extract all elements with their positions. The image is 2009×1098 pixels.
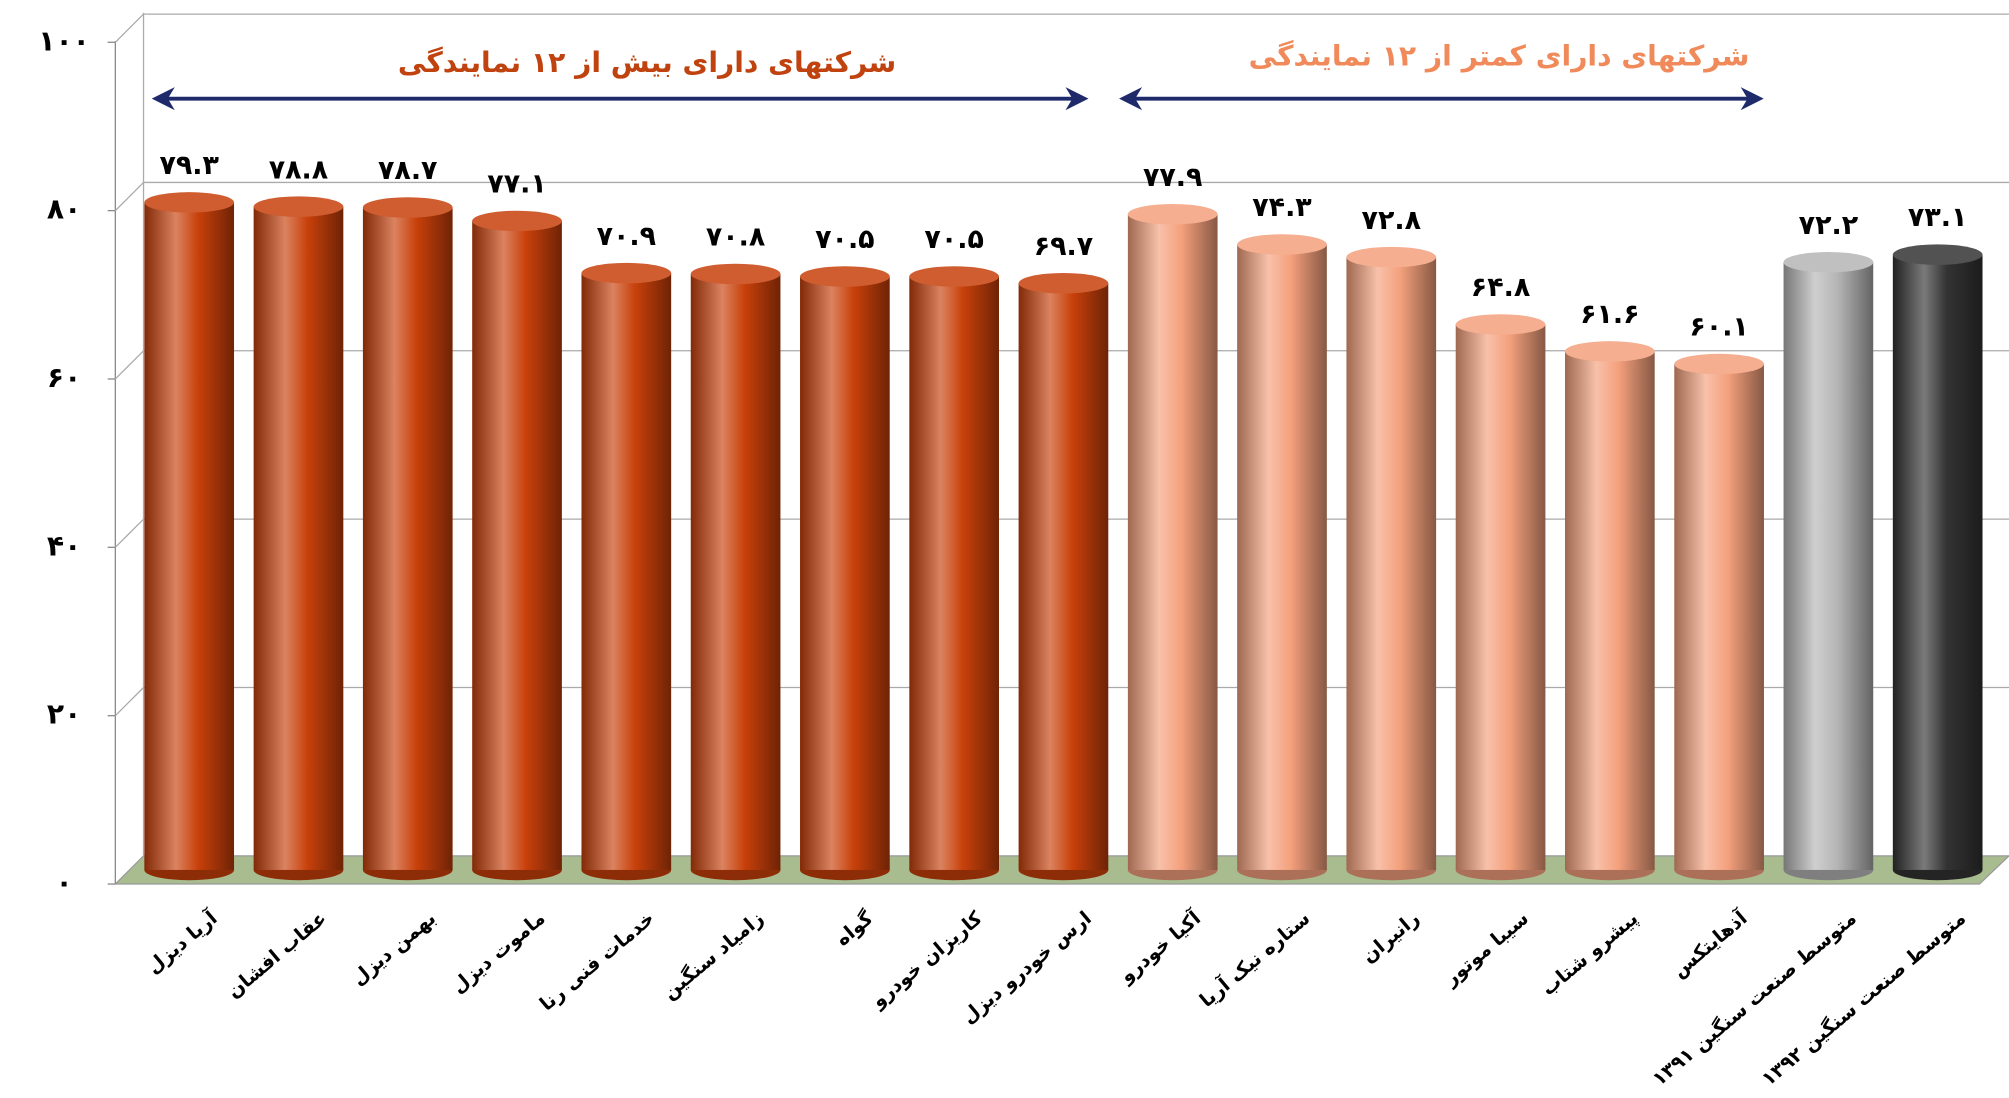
bar-cap: [1018, 272, 1109, 294]
value-label: ۷۰.۹: [597, 221, 656, 252]
bar-cap: [1783, 251, 1874, 273]
bar: [1674, 364, 1764, 870]
bar: [1892, 254, 1983, 870]
group-title: شرکتهای دارای کمتر از ۱۲ نمایندگی: [1249, 40, 1750, 73]
y-tick-label: ۶۰: [47, 361, 81, 394]
value-label: ۷۸.۷: [378, 155, 438, 186]
bar-cap: [581, 262, 672, 284]
value-label: ۷۸.۸: [269, 154, 329, 185]
bar-cap: [1892, 244, 1983, 265]
x-tick-label: گواه: [831, 906, 878, 951]
value-label: ۶۴.۸: [1471, 272, 1531, 303]
value-label: ۷۷.۹: [1143, 162, 1202, 193]
value-label: ۷۲.۸: [1362, 205, 1422, 236]
bar-cap: [690, 263, 781, 285]
grid-line: [114, 181, 144, 212]
y-tick-label: ۴۰: [47, 529, 81, 562]
x-tick-label: متوسط صنعت سنگین ۱۳۹۱: [1648, 906, 1861, 1090]
value-label: ۶۰.۱: [1689, 312, 1748, 343]
bar-cap: [1237, 234, 1327, 255]
bar-cap: [253, 196, 344, 217]
x-tick-label: عقاب افشان: [222, 906, 331, 1002]
bar-cap: [1346, 246, 1437, 268]
bar: [1237, 244, 1327, 870]
bar: [1018, 283, 1109, 870]
value-label: ۶۱.۶: [1580, 299, 1639, 330]
x-tick-label: ماموت دیزل: [447, 906, 550, 997]
grid-line: [114, 13, 144, 43]
bar: [581, 273, 672, 870]
bar: [909, 276, 999, 870]
value-label: ۷۷.۱: [487, 169, 546, 200]
bar-cap: [1127, 203, 1218, 225]
bar-cap: [1674, 353, 1764, 375]
x-tick-label: پیشرو شتاب: [1537, 906, 1642, 1000]
bar: [362, 207, 453, 870]
value-label: ۷۰.۵: [815, 224, 874, 255]
grid-line: [114, 518, 144, 548]
value-label: ۶۹.۷: [1034, 231, 1094, 262]
value-label: ۷۰.۵: [924, 224, 983, 255]
bar-cap: [472, 210, 562, 232]
x-tick-label: سیبا موتور: [1439, 906, 1533, 990]
bar-cap: [800, 266, 890, 287]
value-label: ۷۰.۸: [706, 222, 766, 253]
bar: [253, 206, 344, 870]
value-label: ۷۹.۳: [159, 150, 219, 181]
bar: [1783, 262, 1874, 870]
x-tick-label: آکیا خودرو: [1114, 905, 1206, 987]
x-tick-label: آریا دیزل: [141, 905, 221, 978]
x-tick-label: کاریزان خودرو: [866, 906, 987, 1013]
group-title: شرکتهای دارای بیش از ۱۲ نمایندگی: [398, 46, 896, 79]
bar-cap: [1455, 314, 1546, 335]
bar-cap: [909, 266, 999, 287]
value-label: ۷۳.۱: [1908, 202, 1967, 233]
y-tick-label: ۸۰: [47, 193, 81, 226]
bar: [800, 276, 890, 870]
bar: [1127, 214, 1218, 870]
bar: [472, 220, 562, 870]
grid-line: [114, 350, 144, 380]
bar: [144, 202, 235, 870]
y-tick-label: ۲۰: [47, 698, 81, 731]
value-label: ۷۴.۳: [1252, 192, 1312, 223]
x-tick-label: متوسط صنعت سنگین ۱۳۹۲: [1757, 906, 1970, 1090]
bar-cap: [362, 197, 453, 218]
bar-cap: [144, 192, 235, 213]
x-tick-label: آذهایتکس: [1667, 905, 1752, 982]
bar: [1455, 324, 1546, 870]
value-label: ۷۲.۲: [1799, 210, 1859, 241]
bar: [690, 273, 781, 870]
bar: [1564, 351, 1655, 870]
bar: [1346, 257, 1437, 870]
x-tick-label: ستاره نیک آریا: [1194, 906, 1314, 1012]
x-tick-label: رانیران: [1357, 906, 1424, 967]
y-tick-label: ۱۰۰: [38, 24, 90, 57]
bar-cap: [1564, 341, 1655, 362]
x-tick-label: زامیاد سنگین: [658, 906, 768, 1003]
x-tick-label: خدمات فنی رنا: [535, 906, 659, 1015]
grid-line: [114, 687, 144, 717]
y-tick-label: ۰: [55, 866, 72, 899]
x-tick-label: بهمن دیزل: [347, 906, 440, 989]
